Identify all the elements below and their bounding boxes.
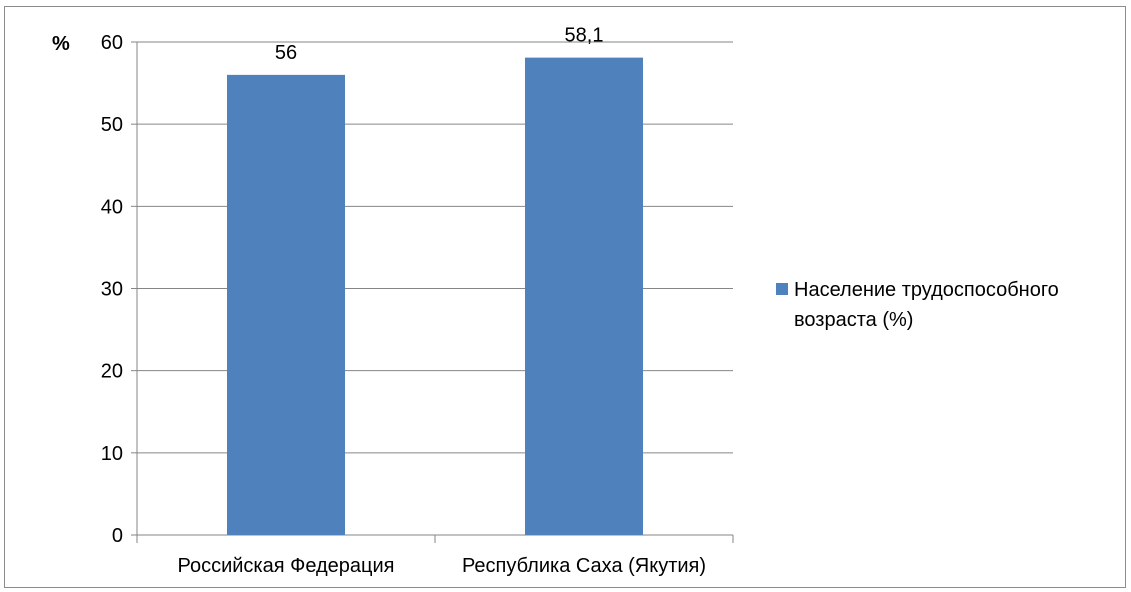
legend-label: возраста (%) [794,309,913,331]
y-tick-label: 40 [101,196,123,218]
y-tick-label: 10 [101,443,123,465]
x-tick-label: Российская Федерация [177,555,394,577]
gridlines [137,41,733,454]
legend-label: Население трудоспособного [794,279,1059,301]
legend-swatch [776,283,788,295]
legend: Население трудоспособного возраста (%) [776,279,1059,331]
data-label: 58,1 [565,25,604,47]
bar [525,57,643,536]
labels: 0 10 20 30 40 50 60 56 Российская Федерация 58,1 Р… [101,25,706,577]
bars [227,57,643,536]
y-axis-unit: % [52,33,70,55]
y-tick-label: 60 [101,32,123,54]
y-tick-label: 0 [112,525,123,547]
y-tick-label: 30 [101,279,123,301]
x-tick-label: Республика Саха (Якутия) [462,555,706,577]
y-tick-label: 20 [101,361,123,383]
y-tick-label: 50 [101,114,123,136]
data-label: 56 [275,42,297,64]
bar [227,74,345,535]
